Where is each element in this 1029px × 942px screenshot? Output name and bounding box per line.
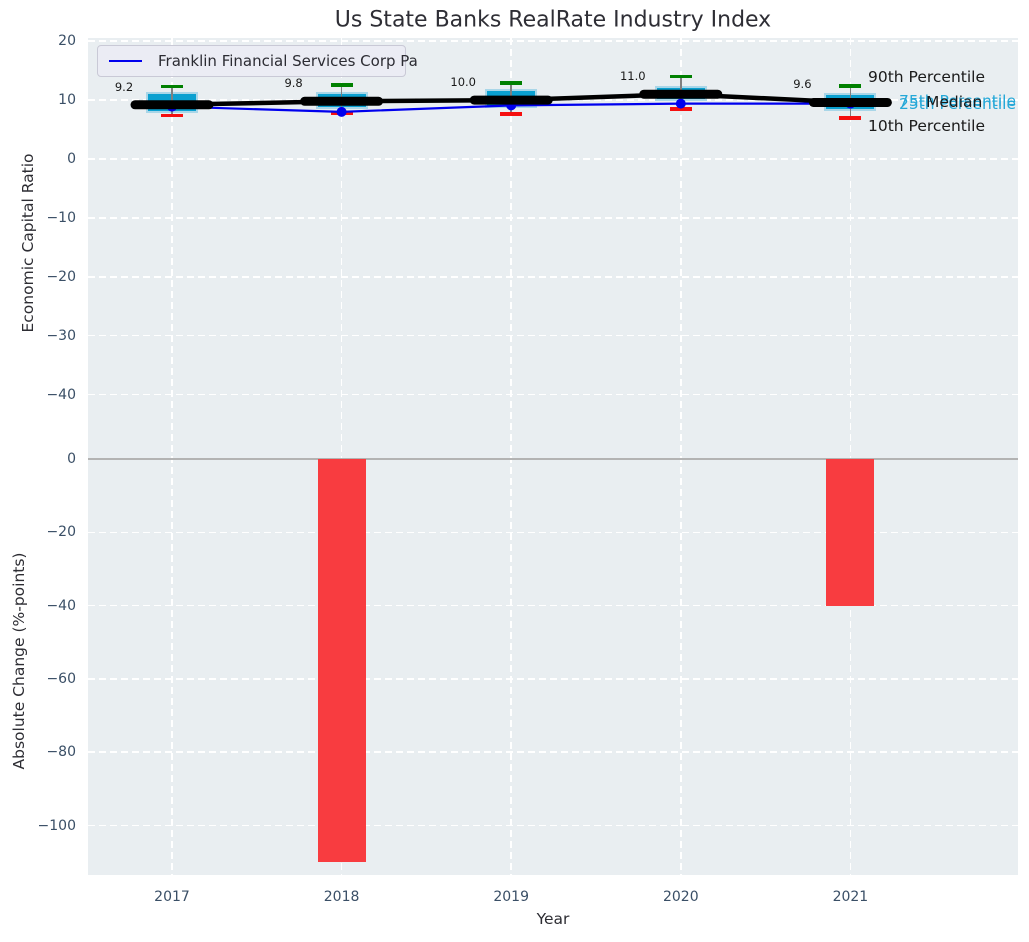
gridline-horizontal — [88, 678, 1018, 680]
whisker-cap-10th — [161, 113, 183, 118]
gridline-vertical — [171, 38, 173, 875]
franklin-marker — [336, 106, 347, 117]
franklin-marker — [675, 98, 686, 109]
bottom-y-tick-label: −40 — [46, 597, 76, 614]
annotation-25th-percentile: 25th Percentile — [899, 95, 1017, 113]
whisker-cap-90th — [839, 84, 862, 88]
whisker-cap-90th — [500, 81, 523, 85]
gridline-vertical — [849, 38, 852, 875]
top-y-tick-label: −30 — [46, 327, 76, 344]
gridline-horizontal — [88, 393, 1018, 396]
plot-area — [88, 38, 1018, 875]
gridline-horizontal — [88, 276, 1018, 278]
bottom-y-tick-label: 0 — [67, 451, 76, 467]
whisker-cap-10th — [500, 112, 523, 116]
top-y-tick-label: 10 — [58, 92, 76, 109]
gridline-horizontal — [88, 531, 1018, 534]
gridline-horizontal — [88, 334, 1018, 337]
bottom-y-tick-label: −20 — [46, 524, 76, 541]
top-y-tick-label: 20 — [58, 33, 76, 50]
top-y-tick-label: 0 — [67, 151, 76, 167]
whisker-cap-90th — [330, 83, 353, 87]
x-tick-label: 2019 — [493, 889, 530, 905]
median-value-label: 10.0 — [450, 75, 476, 90]
x-tick-label: 2021 — [832, 889, 869, 905]
top-y-axis-label: Economic Capital Ratio — [19, 153, 37, 333]
change-bar — [317, 459, 366, 863]
median-value-label: 9.6 — [793, 77, 812, 92]
whisker-cap-90th — [669, 74, 692, 79]
gridline-horizontal — [88, 158, 1018, 160]
whisker-cap-90th — [161, 84, 183, 89]
median-value-label: 9.8 — [284, 76, 303, 91]
zero-baseline — [88, 458, 1018, 460]
chart-title: Us State Banks RealRate Industry Index — [334, 7, 772, 33]
bottom-y-axis-label: Absolute Change (%-points) — [10, 552, 28, 770]
median-value-label: 9.2 — [114, 79, 134, 94]
annotation-median: Median — [926, 93, 983, 111]
gridline-horizontal — [88, 824, 1018, 827]
median-value-label: 11.0 — [619, 69, 646, 84]
x-tick-label: 2020 — [662, 889, 699, 905]
legend: Franklin Financial Services Corp Pa — [97, 45, 418, 77]
gridline-vertical — [680, 38, 682, 875]
legend-line-swatch — [109, 59, 142, 63]
gridline-vertical — [510, 38, 512, 875]
gridline-horizontal — [88, 604, 1018, 607]
top-y-tick-label: −40 — [46, 386, 76, 403]
whisker-cap-10th — [669, 107, 692, 111]
x-tick-label: 2017 — [154, 889, 190, 905]
annotation-10th-percentile: 10th Percentile — [868, 117, 986, 135]
gridline-vertical — [340, 38, 343, 875]
bottom-y-tick-label: −100 — [37, 817, 76, 834]
change-bar — [826, 459, 875, 606]
gridline-horizontal — [88, 217, 1018, 219]
gridline-horizontal — [88, 40, 1018, 42]
bottom-y-tick-label: −80 — [46, 744, 76, 761]
annotation-90th-percentile: 90th Percentile — [868, 68, 986, 86]
legend-label: Franklin Financial Services Corp Pa — [158, 52, 418, 70]
percentile-line-chart — [130, 89, 892, 117]
whisker-cap-10th — [839, 116, 862, 120]
x-tick-label: 2018 — [323, 889, 360, 905]
x-axis-label: Year — [536, 910, 570, 928]
top-y-tick-label: −10 — [46, 209, 76, 226]
annotation-75th-percentile: 75th Percentile — [899, 92, 1017, 110]
bottom-y-tick-label: −60 — [46, 670, 76, 687]
gridline-horizontal — [88, 751, 1018, 753]
top-y-tick-label: −20 — [46, 268, 76, 285]
